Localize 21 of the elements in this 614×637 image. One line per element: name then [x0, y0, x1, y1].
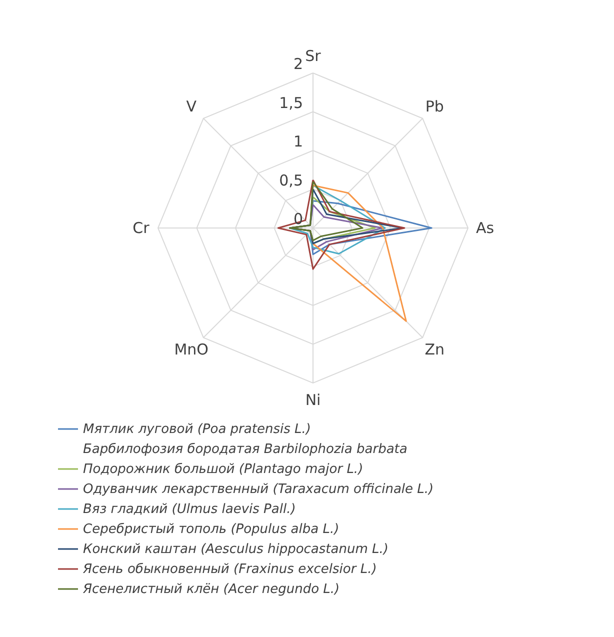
spoke-label: V	[186, 97, 198, 116]
legend-label: Ясень обыкновенный (Fraxinus excelsior L.)	[82, 562, 377, 577]
spoke-label: MnO	[174, 340, 208, 359]
y-tick-label: 1	[293, 132, 303, 150]
y-tick-label: 1,5	[279, 94, 303, 112]
y-tick-label: 2	[293, 55, 303, 73]
spoke-label: Pb	[425, 97, 444, 116]
legend-label: Ясенелистный клён (Acer negundo L.)	[82, 582, 340, 597]
y-tick-label: 0,5	[279, 171, 303, 190]
spoke-label: Sr	[305, 46, 322, 65]
legend-label: Конский каштан (Aesculus hippocastanum L.)	[83, 542, 388, 557]
legend-label: Серебристый тополь (Populus alba L.)	[83, 522, 340, 537]
legend-label: Мятлик луговой (Poa pratensis L.)	[83, 422, 311, 437]
legend-label: Подорожник большой (Plantago major L.)	[83, 462, 364, 477]
spoke-label: Cr	[132, 219, 150, 237]
spoke-label: As	[476, 219, 494, 237]
legend-label: Вяз гладкий (Ulmus laevis Pall.)	[83, 502, 296, 517]
series-label: Барбилофозия бородатая Barbilophozia barbata	[83, 442, 408, 457]
spoke-label: Zn	[424, 340, 445, 359]
legend-label: Одуванчик лекарственный (Taraxacum officinale L.)	[83, 482, 434, 497]
spoke-label: Ni	[305, 391, 321, 410]
